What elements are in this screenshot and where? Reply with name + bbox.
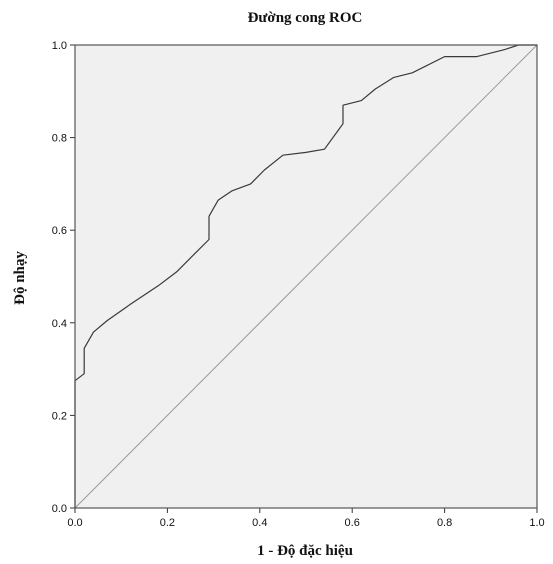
chart-title: Đường cong ROC bbox=[248, 10, 363, 26]
y-tick-label: 0.6 bbox=[52, 225, 67, 237]
y-tick-label: 0.4 bbox=[52, 318, 67, 330]
plot-frame bbox=[74, 44, 538, 509]
x-tick-label: 0.0 bbox=[67, 517, 82, 529]
x-tick-label: 0.6 bbox=[345, 517, 360, 529]
roc-curve bbox=[74, 44, 537, 508]
x-tick-label: 0.2 bbox=[160, 517, 175, 529]
axis-ticks: 0.0 0.2 0.4 0.6 0.8 1.0 0.0 0.2 0.4 0.6 0.8 1.0 bbox=[52, 40, 545, 529]
x-axis-label: 1 - Độ đặc hiệu bbox=[257, 543, 353, 559]
x-tick-label: 0.8 bbox=[437, 517, 452, 529]
y-tick-label: 0.2 bbox=[52, 410, 67, 422]
x-tick-label: 1.0 bbox=[529, 517, 544, 529]
y-tick-label: 1.0 bbox=[52, 40, 67, 52]
series-group bbox=[74, 44, 538, 509]
reference-line bbox=[74, 44, 538, 509]
y-tick-label: 0.0 bbox=[52, 503, 67, 515]
y-axis-label: Độ nhạy bbox=[12, 251, 28, 305]
x-tick-label: 0.4 bbox=[252, 517, 267, 529]
y-tick-label: 0.8 bbox=[52, 133, 67, 145]
